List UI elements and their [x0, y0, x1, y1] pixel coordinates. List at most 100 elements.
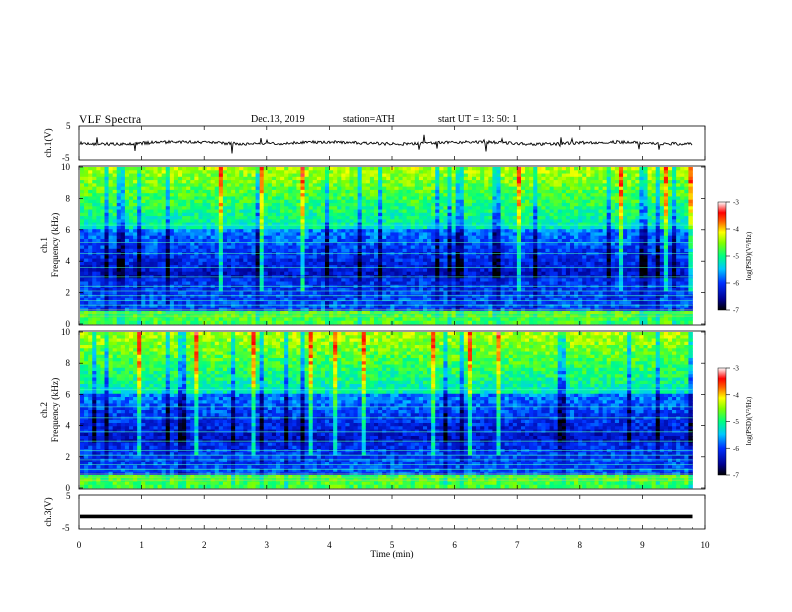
spectrogram-cell [116, 271, 122, 276]
spectrogram-cell [194, 176, 199, 181]
spectrogram-cell [124, 229, 130, 233]
spectrogram-cell [463, 219, 469, 223]
spectrogram-cell [427, 216, 432, 220]
spectrogram-cell [390, 268, 395, 273]
spectrogram-cell [133, 281, 138, 286]
spectrogram-cell [414, 301, 420, 305]
spectrogram-cell [259, 206, 265, 210]
spectrogram-cell [275, 183, 281, 188]
spectrogram-cell [92, 304, 97, 309]
spectrogram-cell [304, 242, 310, 246]
spectrogram-cell [145, 189, 150, 194]
spectrogram-cell [418, 317, 424, 322]
spectrogram-cell [182, 189, 187, 194]
spectrogram-cell [476, 235, 481, 240]
spectrogram-cell [488, 216, 493, 220]
spectrogram-cell [202, 307, 207, 312]
spectrogram-cell [239, 242, 244, 246]
spectrogram-cell [120, 170, 126, 174]
spectrogram-cell [390, 278, 395, 282]
spectrogram-cell [112, 235, 118, 240]
spectrogram-cell [259, 170, 265, 174]
spectrogram-cell [447, 307, 452, 312]
spectrogram-cell [267, 255, 273, 259]
spectrogram-cell [161, 235, 167, 240]
spectrogram-cell [341, 170, 346, 174]
spectrogram-cell [275, 212, 281, 217]
spectrogram-cell [345, 196, 350, 201]
spectrogram-cell [88, 235, 93, 240]
spectrogram-cell [153, 189, 158, 194]
spectrogram-cell [231, 268, 236, 273]
spectrogram-cell [133, 278, 138, 282]
spectrogram-cell [341, 261, 346, 266]
spectrogram-cell [243, 268, 248, 273]
spectrogram-cell [480, 189, 485, 194]
spectrogram-cell [239, 189, 244, 194]
spectrogram-cell [259, 248, 265, 253]
spectrogram-cell [382, 258, 387, 263]
spectrogram-cell [169, 186, 175, 191]
spectrogram-cell [349, 320, 354, 325]
spectrogram-cell [427, 189, 432, 194]
spectrogram-cell [386, 167, 391, 171]
spectrogram-cell [398, 232, 403, 237]
spectrogram-cell [227, 255, 232, 259]
spectrogram-cell [369, 291, 375, 295]
spectrogram-cell [80, 317, 85, 322]
spectrogram-cell [222, 183, 228, 188]
spectrogram-cell [418, 219, 424, 223]
spectrogram-cell [349, 268, 354, 273]
spectrogram-cell [124, 291, 130, 295]
spectrogram-cell [447, 202, 452, 207]
spectrogram-cell [431, 261, 436, 266]
spectrogram-cell [161, 202, 167, 207]
spectrogram-cell [198, 291, 203, 295]
spectrogram-cell [471, 278, 477, 282]
spectrogram-cell [124, 167, 130, 171]
spectrogram-cell [235, 180, 240, 184]
spectrogram-cell [324, 229, 330, 233]
spectrogram-cell [108, 307, 114, 312]
spectrogram-cell [80, 189, 85, 194]
spectrogram-cell [463, 225, 469, 230]
spectrogram-cell [443, 258, 448, 263]
spectrogram-cell [500, 170, 506, 174]
spectrogram-cell [492, 255, 497, 259]
spectrogram-cell [394, 258, 399, 263]
spectrogram-cell [165, 235, 171, 240]
spectrogram-cell [320, 304, 326, 309]
spectrogram-cell [333, 291, 338, 295]
spectrogram-cell [259, 183, 265, 188]
spectrogram-cell [488, 206, 493, 210]
spectrogram-cell [288, 320, 293, 325]
spectrogram-cell [382, 176, 387, 181]
spectrogram-cell [239, 212, 244, 217]
spectrogram-cell [373, 245, 379, 250]
spectrogram-cell [84, 167, 89, 171]
spectrogram-cell [484, 268, 489, 273]
spectrogram-cell [484, 189, 489, 194]
spectrogram-cell [406, 238, 412, 243]
spectrogram-cell [382, 173, 387, 178]
spectrogram-cell [182, 255, 187, 259]
spectrogram-cell [435, 225, 440, 230]
spectrogram-cell [145, 320, 150, 325]
spectrogram-cell [137, 268, 142, 273]
spectrogram-cell [427, 196, 432, 201]
spectrogram-cell [100, 189, 105, 194]
spectrogram-cell [255, 255, 261, 259]
spectrogram-cell [263, 297, 269, 302]
spectrogram-cell [88, 271, 93, 276]
spectrogram-cell [329, 170, 334, 174]
spectrogram-cell [124, 222, 130, 227]
spectrogram-cell [227, 281, 232, 286]
spectrogram-cell [214, 196, 220, 201]
spectrogram-cell [398, 252, 403, 256]
spectrogram-cell [153, 268, 158, 273]
spectrogram-cell [304, 304, 310, 309]
spectrogram-cell [108, 176, 114, 181]
spectrogram-cell [467, 180, 473, 184]
spectrogram-cell [333, 180, 338, 184]
spectrogram-cell [88, 176, 93, 181]
